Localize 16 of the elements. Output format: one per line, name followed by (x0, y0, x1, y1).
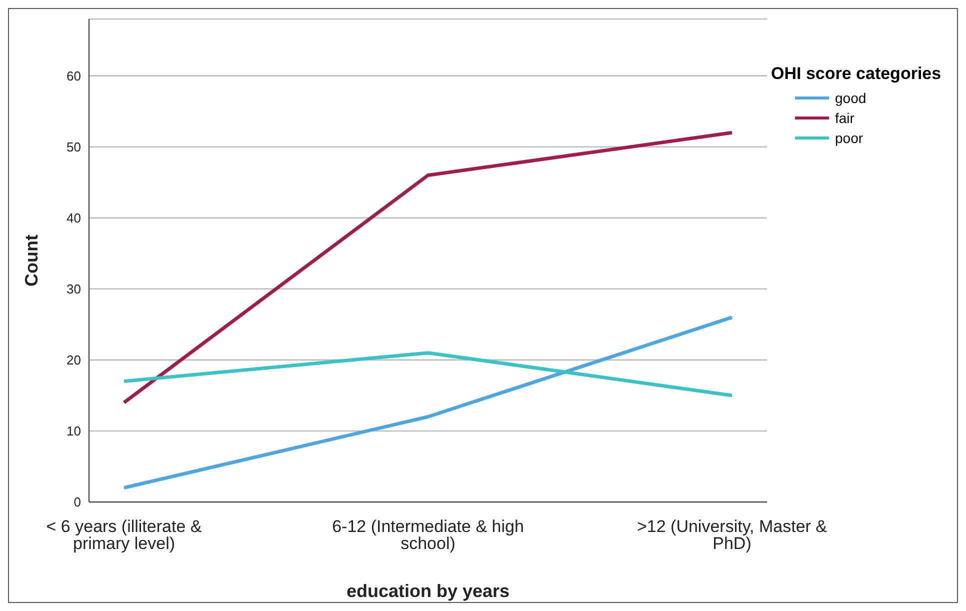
y-tick-label: 0 (74, 494, 81, 510)
y-axis-title: Count (21, 234, 42, 286)
x-axis-title: education by years (346, 581, 510, 601)
legend-label: poor (834, 129, 864, 148)
legend-label: good (834, 89, 868, 108)
y-tick-label: 20 (66, 352, 81, 368)
y-tick-label: 50 (66, 139, 81, 154)
x-tick-label: < 6 years (illiterate & primary level) (46, 517, 202, 554)
y-tick-label: 30 (66, 282, 81, 297)
legend-title: OHI score categories (771, 64, 942, 84)
y-tick-label: 10 (66, 424, 81, 439)
x-tick-label: 6-12 (Intermediate & high school) (332, 517, 524, 554)
x-tick-label: >12 (University, Master & PhD) (636, 517, 828, 554)
y-tick-label: 40 (66, 210, 81, 226)
legend-label: fair (834, 109, 856, 128)
y-tick-label: 60 (66, 68, 81, 84)
